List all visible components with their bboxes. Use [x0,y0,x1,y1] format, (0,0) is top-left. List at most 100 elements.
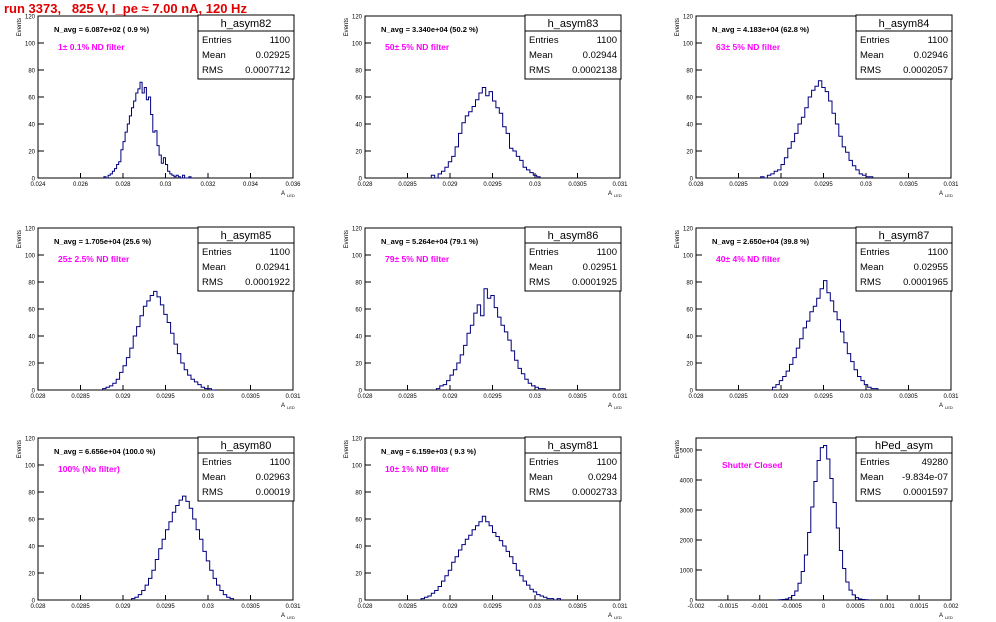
stats-title: h_asym86 [548,230,599,242]
x-tick-label: -0.0015 [718,604,739,610]
y-tick-label: 100 [352,254,363,260]
x-tick-label: 0 [822,604,826,610]
x-tick-label: 0.03 [860,182,872,188]
stats-label: RMS [860,487,881,498]
stats-title: h_asym87 [879,230,930,242]
x-tick-label: 0.028 [688,394,704,400]
x-tick-label: 0.03 [160,182,172,188]
x-axis-title: A [608,613,612,619]
stats-value: 0.0001965 [903,277,948,288]
y-tick-label: 20 [355,150,362,156]
histogram-line [772,280,879,390]
stats-box [855,14,953,80]
histogram-panel: 0 20 40 60 80 100 120 0.028 0.0285 0.029 0.0295 0.0… [344,226,628,410]
y-tick-label: 20 [28,572,35,578]
x-tick-label: 0.0015 [910,604,929,610]
y-axis-title: Events [675,230,681,248]
y-tick-label: 80 [28,281,35,287]
n-avg-label: N_avg = 6.159e+03 ( 9.3 %) [381,447,477,456]
stats-label: Mean [529,262,553,273]
x-tick-label: 0.0295 [814,394,833,400]
y-tick-label: 4000 [680,479,694,485]
x-tick-label: 0.028 [115,182,131,188]
stats-title: h_asym83 [548,18,599,30]
histogram-line [102,290,215,391]
x-tick-label: 0.028 [357,394,373,400]
y-tick-label: 100 [683,254,694,260]
x-tick-label: 0.0005 [846,604,865,610]
x-tick-label: 0.0305 [899,182,918,188]
x-tick-label: 0.002 [943,604,959,610]
y-tick-label: 0 [32,177,36,183]
x-tick-label: 0.0285 [71,394,90,400]
stats-label: Mean [529,50,553,61]
stats-label: RMS [202,487,223,498]
n-avg-label: N_avg = 3.340e+04 (50.2 %) [381,25,479,34]
stats-label: Entries [529,35,559,46]
x-tick-label: 0.03 [202,604,214,610]
stats-title: h_asym82 [221,18,272,30]
y-tick-label: 100 [25,254,36,260]
y-tick-label: 40 [355,335,362,341]
stats-value: 49280 [922,457,948,468]
y-tick-label: 60 [355,96,362,102]
n-avg-label: N_avg = 6.656e+04 (100.0 %) [54,447,156,456]
y-tick-label: 0 [359,389,363,395]
x-tick-label: 0.0285 [71,604,90,610]
y-axis-title: Events [344,230,350,248]
x-axis-title: A [281,403,285,409]
x-tick-label: 0.031 [612,182,628,188]
x-tick-label: 0.0285 [729,182,748,188]
y-tick-label: 60 [28,518,35,524]
histogram-line [760,80,874,179]
y-tick-label: 40 [686,123,693,129]
x-tick-label: 0.03 [529,394,541,400]
filter-note: 63± 5% ND filter [716,42,781,52]
stats-value: 0.0002733 [572,487,617,498]
y-tick-label: 120 [683,227,694,233]
x-tick-label: 0.029 [773,182,789,188]
stats-value: 0.02955 [914,262,948,273]
stats-label: RMS [860,277,881,288]
y-tick-label: 20 [28,362,35,368]
y-tick-label: 120 [352,437,363,443]
stats-value: 0.02941 [256,262,290,273]
x-tick-label: 0.029 [115,394,131,400]
y-tick-label: 5000 [680,449,694,455]
stats-label: Mean [860,50,884,61]
x-tick-label: 0.0295 [156,394,175,400]
x-tick-label: 0.03 [529,604,541,610]
stats-label: Entries [202,247,232,258]
x-tick-label: 0.0285 [398,604,417,610]
stats-title: h_asym80 [221,440,272,452]
y-tick-label: 0 [359,599,363,605]
y-axis-title: Events [344,18,350,36]
y-tick-label: 20 [355,362,362,368]
stats-value: 0.02925 [256,50,290,61]
stats-value: 1100 [270,457,290,468]
histogram-line [131,495,234,600]
x-tick-label: 0.028 [688,182,704,188]
histogram-panel: 0 1000 2000 3000 4000 5000 -0.002 -0.0015 -0.001… [675,436,959,620]
x-tick-label: 0.032 [200,182,216,188]
n-avg-label: N_avg = 5.264e+04 (79.1 %) [381,237,479,246]
stats-label: Entries [860,35,890,46]
y-tick-label: 20 [686,150,693,156]
stats-title: h_asym81 [548,440,599,452]
stats-value: 1100 [270,247,290,258]
stats-value: -9.834e-07 [902,472,948,483]
x-tick-label: 0.0305 [899,394,918,400]
stats-label: RMS [202,277,223,288]
x-tick-label: 0.0305 [568,182,587,188]
y-tick-label: 60 [28,96,35,102]
stats-label: RMS [860,65,881,76]
stats-box [197,14,295,80]
histogram-panel: 0 20 40 60 80 100 120 0.028 0.0285 0.029 0.0295 0.0… [17,436,301,620]
y-tick-label: 100 [683,42,694,48]
y-tick-label: 120 [352,227,363,233]
histogram-line [103,81,194,179]
y-tick-label: 40 [355,123,362,129]
x-tick-label: 0.029 [773,394,789,400]
stats-box [524,436,622,502]
histogram-line [435,288,546,390]
